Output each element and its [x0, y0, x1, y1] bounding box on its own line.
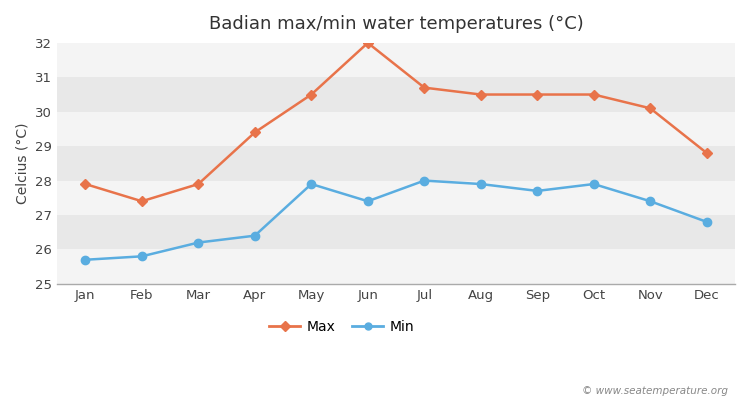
Bar — [57, 180, 735, 215]
Bar — [57, 112, 735, 146]
Title: Badian max/min water temperatures (°C): Badian max/min water temperatures (°C) — [209, 15, 584, 33]
Text: © www.seatemperature.org: © www.seatemperature.org — [581, 386, 728, 396]
Bar — [57, 43, 735, 77]
Bar — [57, 215, 735, 250]
Bar — [57, 146, 735, 180]
Y-axis label: Celcius (°C): Celcius (°C) — [15, 123, 29, 204]
Bar — [57, 77, 735, 112]
Bar — [57, 250, 735, 284]
Legend: Max, Min: Max, Min — [264, 314, 420, 340]
